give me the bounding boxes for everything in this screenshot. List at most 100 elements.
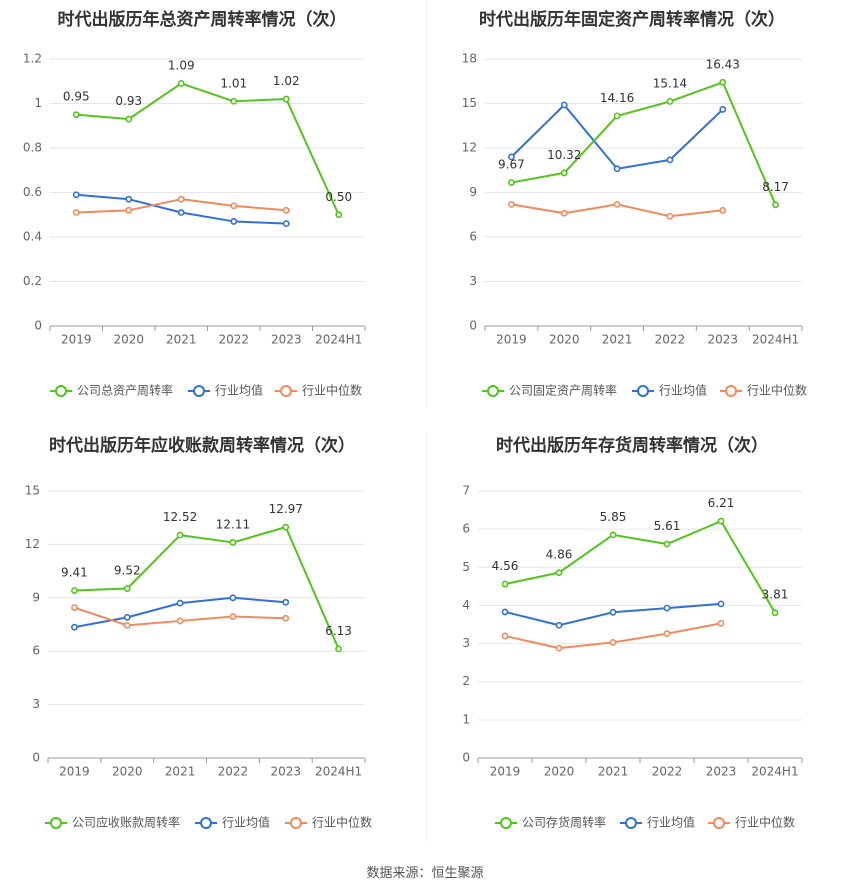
data-point-industry-median — [613, 200, 621, 208]
data-point-company — [613, 112, 621, 120]
x-tick-label: 2024H1 — [315, 333, 362, 347]
data-point-industry-median — [555, 644, 563, 652]
x-tick-label: 2022 — [218, 765, 249, 779]
data-label: 0.50 — [325, 190, 352, 204]
x-tick-label: 2020 — [113, 333, 144, 347]
legend-label: 行业均值 — [222, 815, 270, 830]
data-point-industry-avg — [663, 604, 671, 612]
legend-label: 行业中位数 — [747, 383, 807, 398]
data-point-company — [560, 169, 568, 177]
y-tick-label: 15 — [462, 96, 477, 110]
legend-label: 行业均值 — [215, 383, 263, 398]
data-point-industry-avg — [555, 621, 563, 629]
data-point-company — [501, 580, 509, 588]
data-label: 8.17 — [762, 180, 789, 194]
legend-marker — [280, 385, 292, 397]
data-point-industry-median — [229, 613, 237, 620]
data-point-company — [335, 645, 342, 653]
data-point-industry-avg — [125, 195, 133, 203]
data-point-company — [719, 78, 727, 86]
data-point-industry-median — [717, 619, 725, 627]
y-tick-label: 9 — [32, 590, 40, 604]
legend-marker — [500, 817, 512, 829]
y-tick-label: 7 — [462, 484, 470, 498]
data-point-company — [176, 531, 184, 539]
y-tick-label: 4 — [462, 598, 470, 612]
legend-marker — [713, 817, 725, 829]
data-point-industry-avg — [282, 598, 290, 606]
y-tick-label: 0 — [34, 319, 42, 333]
data-label: 1.09 — [168, 58, 195, 72]
legend-label: 行业中位数 — [302, 383, 362, 398]
data-point-company — [335, 211, 343, 219]
data-point-company — [666, 98, 674, 105]
data-point-industry-avg — [613, 165, 621, 173]
legend-label: 公司应收账款周转率 — [72, 815, 180, 830]
y-tick-label: 9 — [469, 185, 477, 199]
data-point-industry-avg — [72, 191, 80, 199]
data-point-industry-median — [176, 617, 184, 625]
x-tick-label: 2021 — [165, 765, 196, 779]
x-tick-label: 2022 — [652, 765, 683, 779]
data-point-industry-median — [609, 639, 617, 646]
y-tick-label: 2 — [462, 674, 470, 688]
data-point-company — [609, 531, 617, 539]
data-label: 9.41 — [61, 566, 88, 580]
x-tick-label: 2020 — [549, 333, 580, 347]
legend-label: 行业均值 — [647, 815, 695, 830]
data-point-company — [229, 539, 237, 546]
data-point-company — [230, 97, 238, 105]
data-label: 12.97 — [269, 502, 303, 516]
series-line-company — [74, 526, 340, 650]
x-tick-label: 2022 — [655, 333, 686, 347]
data-point-industry-median — [72, 209, 80, 216]
data-point-company — [72, 111, 80, 119]
y-tick-label: 12 — [462, 141, 477, 155]
y-tick-label: 12 — [25, 537, 40, 551]
data-label: 12.52 — [163, 510, 197, 524]
x-tick-label: 2019 — [490, 765, 521, 779]
data-point-industry-median — [123, 621, 131, 629]
data-point-industry-median — [230, 202, 238, 210]
legend-label: 公司存货周转率 — [522, 815, 606, 830]
fixed-asset-turnover-chart: 时代出版历年固定资产周转率情况（次） 0 3 6 9 12 15 18 2019 2020 2021… — [430, 0, 850, 408]
data-point-company — [717, 517, 725, 525]
x-tick-label: 2023 — [271, 333, 302, 347]
data-label: 0.93 — [115, 94, 142, 108]
legend-label: 公司总资产周转率 — [77, 383, 173, 398]
data-label: 15.14 — [653, 76, 687, 90]
inventory-turnover-chart: 时代出版历年存货周转率情况（次） 0 1 2 3 4 5 6 7 2019 2020 2021 2022… — [430, 432, 850, 842]
y-tick-label: 0.6 — [23, 185, 42, 199]
data-point-industry-avg — [123, 613, 131, 621]
data-point-industry-avg — [719, 106, 727, 113]
data-label: 5.61 — [654, 519, 681, 533]
data-point-company — [177, 80, 185, 87]
x-tick-label: 2023 — [707, 333, 738, 347]
y-tick-label: 0.4 — [23, 230, 42, 244]
data-point-company — [282, 95, 290, 103]
y-tick-label: 0 — [469, 319, 477, 333]
legend-marker — [290, 817, 302, 829]
chart-title: 时代出版历年总资产周转率情况（次） — [58, 9, 347, 30]
data-point-industry-median — [508, 200, 515, 208]
x-tick-label: 2022 — [218, 333, 249, 347]
total-asset-turnover-chart: 时代出版历年总资产周转率情况（次） 0 0.2 0.4 0.6 0.8 1 1.2 2019 20… — [0, 0, 420, 408]
data-label: 4.86 — [546, 548, 573, 562]
data-source: 数据来源：恒生聚源 — [366, 866, 484, 881]
legend-marker — [637, 385, 649, 397]
series-line-company — [511, 81, 777, 206]
y-tick-label: 6 — [32, 644, 40, 658]
x-tick-label: 2020 — [544, 765, 575, 779]
data-point-industry-avg — [177, 209, 185, 216]
legend-marker — [50, 817, 62, 829]
chart-svg: 时代出版历年存货周转率情况（次） 0 1 2 3 4 5 6 7 2019 2020 2021 2022… — [462, 435, 803, 830]
x-tick-label: 2023 — [270, 765, 301, 779]
data-label: 6.13 — [325, 624, 352, 638]
data-label: 1.01 — [220, 76, 247, 90]
legend-marker — [625, 817, 637, 829]
y-tick-label: 6 — [469, 230, 477, 244]
legend-label: 行业中位数 — [312, 815, 372, 830]
x-tick-label: 2024H1 — [751, 765, 798, 779]
data-point-industry-avg — [717, 600, 725, 608]
legend-marker — [487, 385, 499, 397]
